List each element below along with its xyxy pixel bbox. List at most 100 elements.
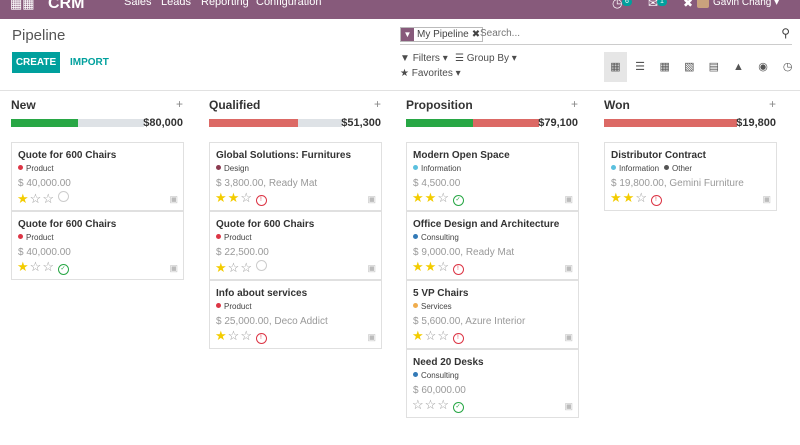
- priority-star-icon[interactable]: ★: [610, 190, 623, 205]
- favorites-dropdown[interactable]: ★ Favorites ▾: [400, 68, 461, 79]
- menu-leads[interactable]: Leads: [161, 0, 191, 8]
- progress-won[interactable]: [11, 119, 78, 127]
- kanban-card[interactable]: Quote for 600 Chairs Product $ 22,500.00…: [209, 211, 382, 280]
- add-card-plus-icon[interactable]: +: [768, 97, 776, 111]
- kanban-card[interactable]: Quote for 600 Chairs Product $ 40,000.00…: [11, 211, 184, 280]
- import-button[interactable]: IMPORT: [70, 57, 109, 68]
- priority-star-icon[interactable]: ★: [215, 260, 228, 275]
- graph-view-icon[interactable]: ▤: [708, 61, 720, 73]
- pivot-view-icon[interactable]: ▧: [684, 61, 695, 73]
- column-progress-bar[interactable]: [11, 119, 144, 127]
- facet-remove-icon[interactable]: ✖: [471, 29, 481, 40]
- priority-star-icon[interactable]: ☆: [42, 259, 55, 274]
- activity-clock-icon[interactable]: !: [650, 195, 662, 206]
- user-menu[interactable]: Gavin Chang ▾: [713, 0, 779, 8]
- breadcrumb: Pipeline: [12, 27, 66, 44]
- activity-clock-icon[interactable]: [255, 260, 267, 271]
- search-icon[interactable]: ⚲: [781, 26, 790, 40]
- priority-star-icon[interactable]: ☆: [437, 190, 450, 205]
- activity-clock-icon[interactable]: !: [452, 264, 464, 275]
- activity-view-icon[interactable]: ◷: [782, 61, 793, 73]
- priority-star-icon[interactable]: ☆: [635, 190, 648, 205]
- activity-clock-icon[interactable]: !: [452, 333, 464, 344]
- column-progress-bar[interactable]: [406, 119, 539, 127]
- priority-star-icon[interactable]: ★: [17, 191, 30, 206]
- kanban-view-icon[interactable]: ▦: [604, 52, 627, 82]
- kanban-card[interactable]: Need 20 Desks Consulting $ 60,000.00 ☆☆☆…: [406, 349, 579, 418]
- priority-star-icon[interactable]: ★: [215, 328, 228, 343]
- app-brand[interactable]: CRM: [48, 0, 85, 12]
- priority-star-icon[interactable]: ☆: [240, 190, 253, 205]
- priority-star-icon[interactable]: ☆: [227, 328, 241, 343]
- priority-star-icon[interactable]: ★: [215, 190, 228, 205]
- add-card-plus-icon[interactable]: +: [373, 97, 381, 111]
- card-priority: ★☆☆: [17, 191, 69, 205]
- progress-overdue[interactable]: [604, 119, 737, 127]
- priority-star-icon[interactable]: ☆: [424, 397, 438, 412]
- menu-reporting[interactable]: Reporting: [201, 0, 249, 8]
- priority-star-icon[interactable]: ★: [622, 190, 636, 205]
- priority-star-icon[interactable]: ☆: [437, 259, 450, 274]
- activity-clock-icon[interactable]: ✓: [452, 402, 464, 413]
- progress-overdue[interactable]: [472, 119, 539, 127]
- priority-star-icon[interactable]: ☆: [42, 191, 55, 206]
- priority-star-icon[interactable]: ★: [424, 259, 438, 274]
- priority-star-icon[interactable]: ☆: [227, 260, 241, 275]
- column-progress-bar[interactable]: [604, 119, 737, 127]
- activity-clock-icon[interactable]: !: [255, 195, 267, 206]
- kanban-card[interactable]: Office Design and Architecture Consultin…: [406, 211, 579, 280]
- priority-star-icon[interactable]: ★: [424, 190, 438, 205]
- add-card-plus-icon[interactable]: +: [175, 97, 183, 111]
- priority-star-icon[interactable]: ☆: [412, 397, 425, 412]
- kanban-card[interactable]: Quote for 600 Chairs Product $ 40,000.00…: [11, 142, 184, 211]
- priority-star-icon[interactable]: ★: [412, 328, 425, 343]
- activity-clock-icon[interactable]: ✓: [57, 264, 69, 275]
- activity-clock-icon[interactable]: ✓: [452, 195, 464, 206]
- activity-clock-icon[interactable]: ◷: [612, 0, 623, 10]
- progress-overdue[interactable]: [209, 119, 298, 127]
- priority-star-icon[interactable]: ☆: [29, 191, 43, 206]
- kanban-card[interactable]: Global Solutions: Furnitures Design $ 3,…: [209, 142, 382, 211]
- priority-star-icon[interactable]: ★: [412, 259, 425, 274]
- filters-dropdown[interactable]: ▼ Filters ▾: [400, 53, 448, 64]
- assignee-avatar-icon: ▣: [367, 263, 376, 273]
- priority-star-icon[interactable]: ☆: [29, 259, 43, 274]
- apps-grid-icon[interactable]: ▦▦: [10, 0, 35, 11]
- priority-star-icon[interactable]: ☆: [437, 397, 450, 412]
- groupby-dropdown[interactable]: ☰ Group By ▾: [455, 53, 517, 64]
- activity-clock-icon[interactable]: !: [255, 333, 267, 344]
- search-input[interactable]: [480, 28, 760, 39]
- menu-sales[interactable]: Sales: [124, 0, 152, 8]
- priority-star-icon[interactable]: ★: [227, 190, 241, 205]
- priority-star-icon[interactable]: ☆: [437, 328, 450, 343]
- priority-star-icon[interactable]: ☆: [240, 328, 253, 343]
- assignee-avatar-icon: ▣: [564, 194, 573, 204]
- kanban-card[interactable]: Distributor Contract Information Other $ …: [604, 142, 777, 211]
- priority-star-icon[interactable]: ★: [412, 190, 425, 205]
- list-view-icon[interactable]: ☰: [635, 61, 646, 73]
- priority-star-icon[interactable]: ★: [17, 259, 30, 274]
- kanban-card[interactable]: Modern Open Space Information $ 4,500.00…: [406, 142, 579, 211]
- card-tags: Product: [216, 302, 257, 311]
- card-title: Global Solutions: Furnitures: [216, 150, 351, 161]
- add-card-plus-icon[interactable]: +: [570, 97, 578, 111]
- card-amount: $ 9,000.00, Ready Mat: [413, 247, 515, 258]
- messages-chat-icon[interactable]: ✉: [648, 0, 659, 10]
- menu-configuration[interactable]: Configuration: [256, 0, 322, 8]
- create-button[interactable]: CREATE: [12, 52, 60, 73]
- column-title: Won: [604, 98, 630, 112]
- cohort-view-icon[interactable]: ▲: [733, 61, 744, 73]
- activity-clock-icon[interactable]: [57, 191, 69, 202]
- dashboard-view-icon[interactable]: ◉: [758, 61, 768, 73]
- column-progress-bar[interactable]: [209, 119, 342, 127]
- priority-star-icon[interactable]: ☆: [424, 328, 438, 343]
- card-priority: ★★☆!: [610, 191, 662, 206]
- kanban-card[interactable]: Info about services Product $ 25,000.00,…: [209, 280, 382, 349]
- user-avatar[interactable]: [697, 0, 709, 8]
- progress-won[interactable]: [406, 119, 473, 127]
- calendar-view-icon[interactable]: ▦: [659, 61, 670, 73]
- tag-label: Product: [26, 233, 54, 242]
- kanban-card[interactable]: 5 VP Chairs Services $ 5,600.00, Azure I…: [406, 280, 579, 349]
- priority-star-icon[interactable]: ☆: [240, 260, 253, 275]
- debug-tools-icon[interactable]: ✖: [683, 0, 694, 10]
